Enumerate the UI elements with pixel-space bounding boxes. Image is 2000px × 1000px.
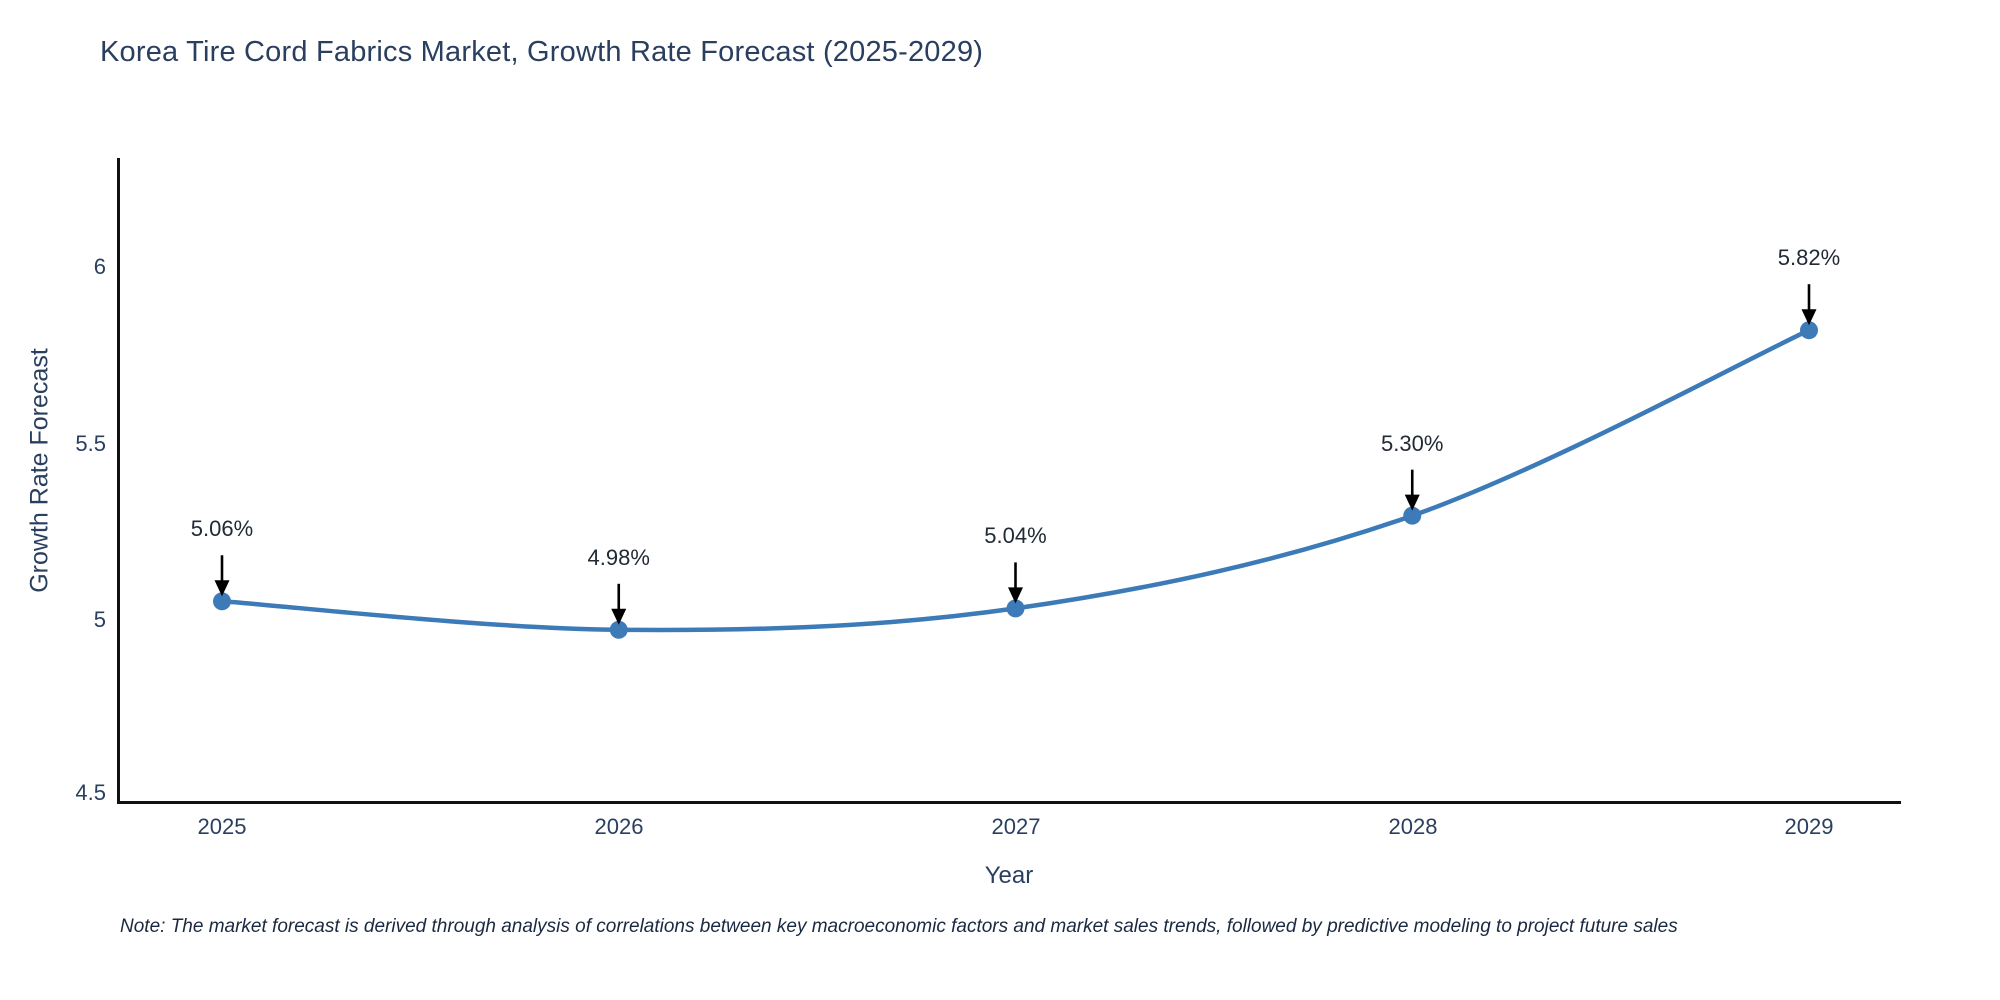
x-tick-2026: 2026 [594, 814, 644, 839]
y-tick-4-5: 4.5 [75, 780, 106, 805]
y-tick-5: 5 [93, 607, 106, 632]
data-point-2026[interactable] [609, 620, 628, 639]
x-tick-2027: 2027 [991, 814, 1041, 839]
data-point-2029[interactable] [1800, 321, 1818, 340]
data-point-2027[interactable] [1006, 599, 1025, 618]
annotation-arrowhead-icon [1801, 309, 1817, 326]
data-point-2025[interactable] [213, 592, 231, 611]
x-tick-2029: 2029 [1784, 814, 1834, 839]
point-label-2025: 5.06% [190, 516, 254, 542]
annotation-arrowhead-icon [611, 608, 627, 625]
x-axis-line [117, 801, 1901, 804]
x-axis-title: Year [984, 862, 1034, 889]
chart-title: Korea Tire Cord Fabrics Market, Growth R… [100, 36, 984, 68]
annotation-arrowhead-icon [214, 580, 230, 597]
point-label-2026: 4.98% [587, 544, 650, 570]
point-label-2029: 5.82% [1777, 245, 1841, 271]
data-point-2028[interactable] [1403, 506, 1422, 525]
y-tick-5-5: 5.5 [75, 431, 106, 456]
annotation-arrowhead-icon [1008, 587, 1023, 604]
point-label-2028: 5.30% [1381, 430, 1444, 456]
point-label-2027: 5.04% [984, 523, 1047, 549]
annotation-arrowhead-icon [1404, 494, 1420, 511]
footnote: Note: The market forecast is derived thr… [120, 916, 1678, 937]
y-tick-6: 6 [93, 254, 106, 279]
x-tick-2028: 2028 [1388, 814, 1438, 839]
y-axis-line [117, 158, 120, 804]
x-tick-2025: 2025 [197, 814, 247, 839]
